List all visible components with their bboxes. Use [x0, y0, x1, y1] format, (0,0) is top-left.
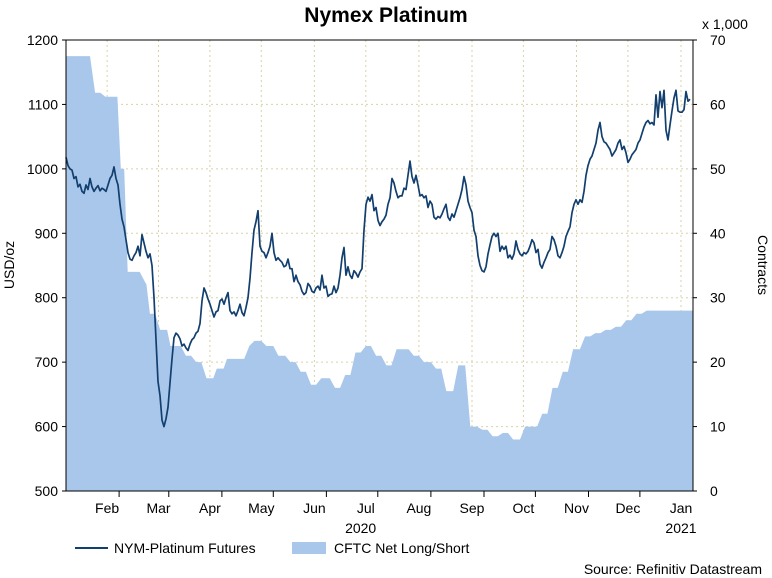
month-label: Sep [460, 500, 485, 516]
right-tick-label: 20 [710, 354, 726, 370]
cftc-area-series [66, 56, 693, 491]
platinum-line-path [65, 89, 691, 428]
left-axis-label: USD/oz [1, 241, 17, 289]
x-axis: Feb Mar Apr May Jun Jul Aug Sep Oct Nov Dec Jan 2020… [95, 491, 697, 536]
platinum-line-series [65, 89, 691, 428]
month-label: Jan [670, 500, 693, 516]
month-label: May [248, 500, 274, 516]
left-tick-label: 1100 [28, 96, 58, 112]
month-label: Aug [406, 500, 431, 516]
right-tick-label: 70 [710, 32, 726, 48]
year-label: 2021 [665, 520, 696, 536]
right-tick-label: 40 [710, 225, 726, 241]
legend-label-platinum: NYM-Platinum Futures [114, 540, 256, 556]
chart-title: Nymex Platinum [304, 4, 467, 27]
cftc-area-path [66, 56, 693, 491]
left-tick-label: 700 [35, 354, 59, 370]
right-tick-label: 50 [710, 161, 726, 177]
left-tick-label: 800 [35, 290, 59, 306]
left-y-axis: 500 600 700 800 900 1000 1100 1200 [27, 32, 66, 499]
month-label: Nov [564, 500, 589, 516]
month-label: Dec [615, 500, 640, 516]
right-tick-label: 60 [710, 96, 726, 112]
source-note: Source: Refinitiv Datastream [584, 561, 762, 577]
month-label: Oct [513, 500, 535, 516]
legend-area-swatch [292, 542, 326, 554]
plot-frame [65, 39, 694, 492]
right-tick-label: 0 [710, 483, 718, 499]
left-tick-label: 500 [35, 483, 59, 499]
year-label: 2020 [345, 520, 376, 536]
legend: NYM-Platinum Futures CFTC Net Long/Short [75, 540, 469, 556]
left-tick-label: 900 [35, 225, 59, 241]
right-y-axis: 0 10 20 30 40 50 60 70 [693, 32, 726, 499]
month-label: Jul [357, 500, 375, 516]
left-tick-label: 1000 [27, 161, 58, 177]
month-label: Apr [199, 500, 221, 516]
month-label: Mar [146, 500, 170, 516]
legend-label-cftc: CFTC Net Long/Short [334, 540, 469, 556]
left-tick-label: 1200 [27, 32, 58, 48]
month-label: Feb [95, 500, 119, 516]
left-tick-label: 600 [35, 419, 59, 435]
right-axis-multiplier: x 1,000 [702, 16, 748, 32]
month-label: Jun [303, 500, 326, 516]
right-tick-label: 10 [710, 419, 726, 435]
right-tick-label: 30 [710, 290, 726, 306]
right-axis-label: Contracts [755, 235, 771, 295]
